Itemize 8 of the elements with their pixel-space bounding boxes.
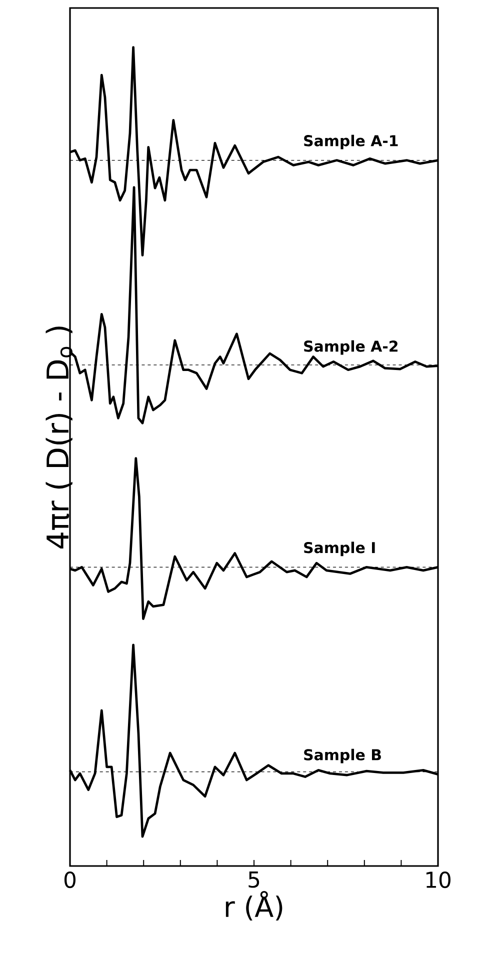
series-label: Sample A-2: [304, 340, 398, 355]
series-label: Sample A-1: [304, 134, 398, 150]
x-tick-label: 0: [64, 872, 76, 888]
x-tick-label: 5: [248, 872, 260, 888]
x-axis-title: r (Å): [226, 890, 282, 921]
series-label: Sample I: [304, 542, 375, 556]
series-label: Sample B: [304, 748, 381, 764]
x-tick-label: 10: [426, 872, 450, 888]
